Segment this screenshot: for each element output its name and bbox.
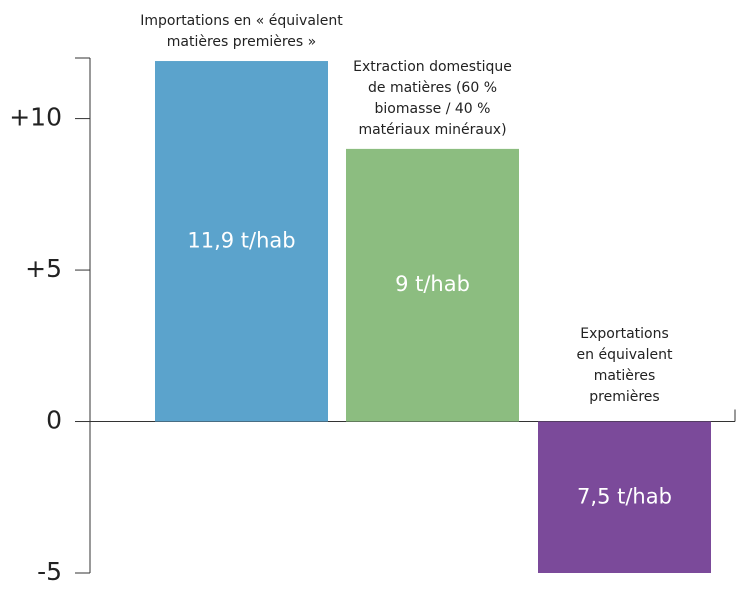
y-tick-label: +10 <box>9 103 62 132</box>
bar-label: 11,9 t/hab <box>187 228 295 252</box>
category-label: Extraction domestique de matières (60 % … <box>353 58 512 138</box>
bar <box>346 148 519 422</box>
y-tick-label: -5 <box>37 557 62 586</box>
category-label: Importations en « équivalent matières pr… <box>140 13 343 51</box>
category-label: Exportations en équivalent matières prem… <box>576 325 673 405</box>
bar <box>538 421 711 573</box>
y-tick-label: +5 <box>25 254 62 283</box>
bar-label: 7,5 t/hab <box>577 484 672 508</box>
y-tick-label: 0 <box>46 406 62 435</box>
bar-label: 9 t/hab <box>395 272 470 296</box>
bar <box>155 61 328 422</box>
